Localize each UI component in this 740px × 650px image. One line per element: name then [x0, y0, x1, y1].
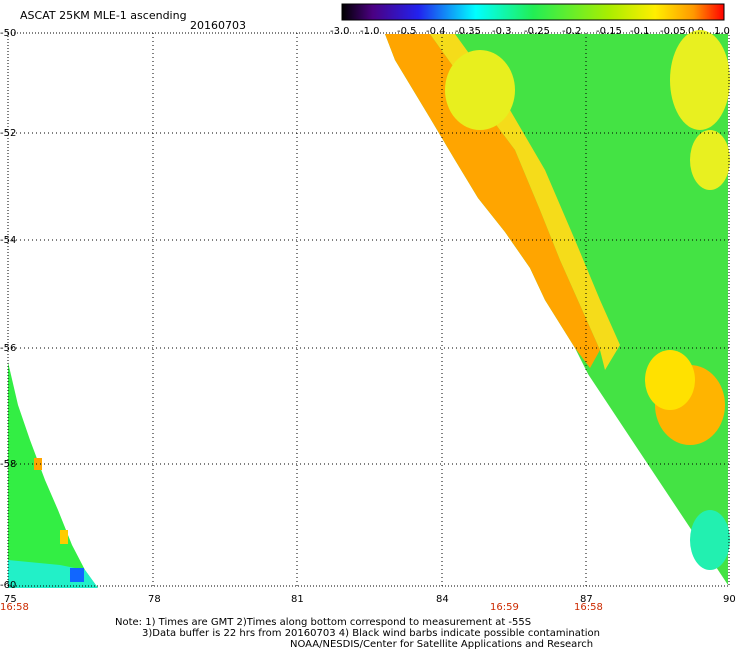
swath-left-orange — [60, 530, 68, 544]
lon-label: 87 — [580, 594, 593, 605]
lon-label: 81 — [291, 594, 304, 605]
map-frame — [7, 32, 730, 587]
colorbar-label: -3.0 — [330, 26, 350, 37]
colorbar-label: -0.15 — [596, 26, 622, 37]
colorbar-label: -1.0 — [360, 26, 380, 37]
time-label: 16:58 — [0, 602, 29, 613]
colorbar-label: -0.2 — [562, 26, 582, 37]
lat-label: -58 — [0, 459, 17, 470]
lon-label: 84 — [436, 594, 449, 605]
colorbar-label: 1.0 — [714, 26, 730, 37]
lon-label: 78 — [148, 594, 161, 605]
note-line-3: NOAA/NESDIS/Center for Satellite Applica… — [290, 639, 594, 650]
colorbar-label: -0.3 — [492, 26, 512, 37]
note-line-2: 3)Data buffer is 22 hrs from 20160703 4)… — [142, 628, 600, 639]
product-title: ASCAT 25KM MLE-1 ascending — [20, 9, 187, 22]
time-label: 16:58 — [574, 602, 603, 613]
cyan-patch — [690, 510, 730, 570]
yellow-patch — [445, 50, 515, 130]
colorbar-label: -0.25 — [524, 26, 550, 37]
graticule — [8, 33, 729, 586]
lat-label: -52 — [0, 128, 17, 139]
product-date: 20160703 — [190, 19, 246, 32]
lat-label: -50 — [0, 28, 17, 39]
yellow-patch — [690, 130, 730, 190]
lat-label: -60 — [0, 580, 17, 591]
colorbar-label: -0.1 — [630, 26, 650, 37]
time-label: 16:59 — [490, 602, 519, 613]
lat-label: -56 — [0, 343, 17, 354]
colorbar-label: -0.05 — [660, 26, 686, 37]
colorbar-label: -0.4 — [426, 26, 446, 37]
lon-label: 90 — [723, 594, 736, 605]
swath-left — [8, 362, 98, 588]
colorbar-gradient — [341, 3, 725, 21]
colorbar-label: -0.35 — [455, 26, 481, 37]
yellow-patch — [645, 350, 695, 410]
swath-edge-orange — [385, 34, 600, 368]
colorbar-label: -0.5 — [397, 26, 417, 37]
lat-label: -54 — [0, 235, 17, 246]
lon-label: 75 — [4, 594, 17, 605]
swath-left-orange — [34, 458, 42, 470]
yellow-patch — [670, 30, 730, 130]
note-line-1: Note: 1) Times are GMT 2)Times along bot… — [115, 617, 532, 628]
swath-left-blue — [70, 568, 84, 582]
swath-edge-yellow — [430, 34, 620, 370]
